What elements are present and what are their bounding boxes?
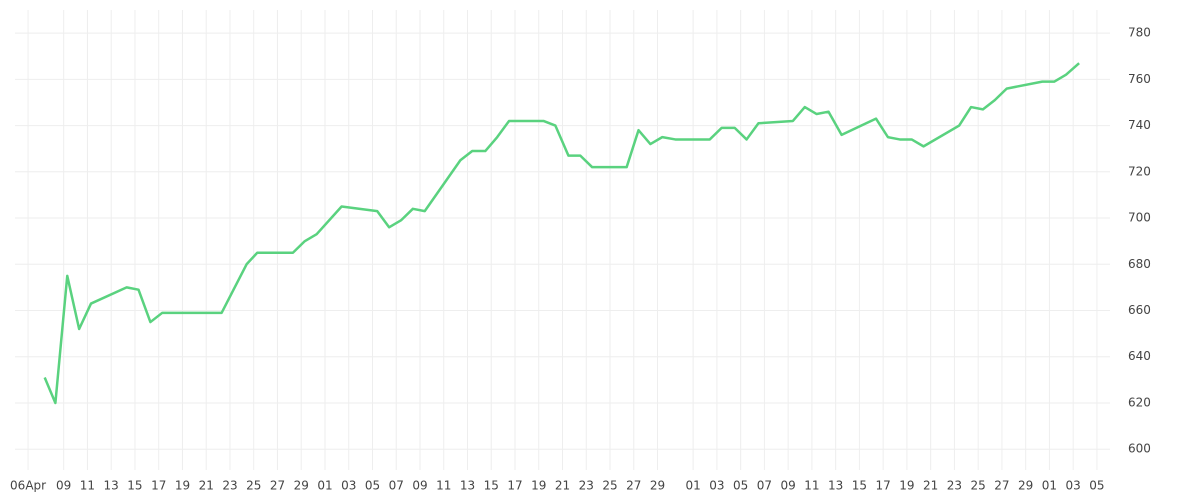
x-tick-label: 25 — [602, 479, 617, 493]
y-tick-label: 720 — [1128, 164, 1151, 178]
x-tick-label: 01 — [685, 479, 700, 493]
x-tick-label: 29 — [650, 479, 665, 493]
x-tick-label: 17 — [507, 479, 522, 493]
x-tick-label: 25 — [246, 479, 261, 493]
y-tick-label: 660 — [1128, 303, 1151, 317]
x-tick-label: 11 — [436, 479, 451, 493]
x-tick-label: 13 — [460, 479, 475, 493]
x-tick-label: 13 — [104, 479, 119, 493]
y-tick-label: 740 — [1128, 118, 1151, 132]
x-tick-label: 23 — [222, 479, 237, 493]
y-tick-label: 780 — [1128, 26, 1151, 40]
y-tick-label: 600 — [1128, 442, 1151, 456]
x-tick-label: 07 — [757, 479, 772, 493]
x-tick-label: 03 — [341, 479, 356, 493]
x-tick-label: 09 — [781, 479, 796, 493]
x-tick-label: 17 — [151, 479, 166, 493]
x-tick-label: 21 — [555, 479, 570, 493]
y-tick-label: 640 — [1128, 349, 1151, 363]
x-tick-label: 23 — [579, 479, 594, 493]
x-tick-label: 27 — [626, 479, 641, 493]
x-tick-label: 17 — [876, 479, 891, 493]
x-tick-label: 19 — [531, 479, 546, 493]
y-tick-label: 700 — [1128, 211, 1151, 225]
x-tick-label: 21 — [199, 479, 214, 493]
y-tick-label: 680 — [1128, 257, 1151, 271]
x-tick-label: 05 — [365, 479, 380, 493]
x-tick-label: 15 — [852, 479, 867, 493]
x-tick-label: 11 — [80, 479, 95, 493]
x-tick-label: 03 — [1066, 479, 1081, 493]
x-tick-label: 19 — [899, 479, 914, 493]
y-tick-label: 760 — [1128, 72, 1151, 86]
x-tick-label: 09 — [56, 479, 71, 493]
x-tick-label: 05 — [1089, 479, 1104, 493]
line — [43, 62, 1080, 405]
x-tick-label: 27 — [270, 479, 285, 493]
x-tick-label: 05 — [733, 479, 748, 493]
x-tick-label: 29 — [294, 479, 309, 493]
x-tick-label: 13 — [828, 479, 843, 493]
x-tick-label: 23 — [947, 479, 962, 493]
x-tick-label: 15 — [484, 479, 499, 493]
x-tick-label: 25 — [971, 479, 986, 493]
x-tick-label: 29 — [1018, 479, 1033, 493]
y-tick-label: 620 — [1128, 395, 1151, 409]
x-tick-label: 06Apr — [10, 479, 46, 493]
x-tick-label: 07 — [389, 479, 404, 493]
x-tick-label: 03 — [709, 479, 724, 493]
x-tick-label: 19 — [175, 479, 190, 493]
x-tick-label: 27 — [994, 479, 1009, 493]
x-tick-label: 15 — [127, 479, 142, 493]
x-tick-label: 21 — [923, 479, 938, 493]
x-tick-label: 11 — [804, 479, 819, 493]
x-tick-label: 01 — [317, 479, 332, 493]
x-tick-label: 09 — [412, 479, 427, 493]
x-tick-label: 01 — [1042, 479, 1057, 493]
